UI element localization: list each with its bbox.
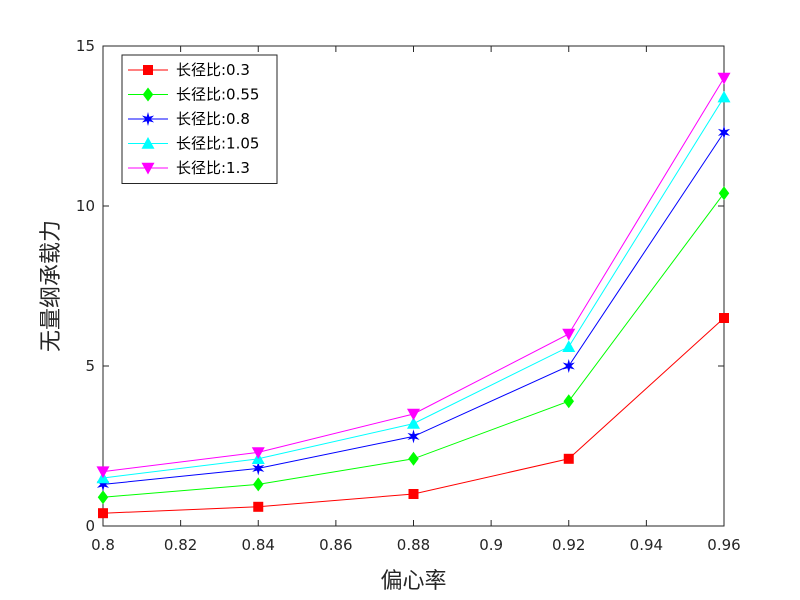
x-axis-title: 偏心率 [380,569,446,594]
legend-label: 长径比:0.3 [176,61,250,79]
x-tick-label: 0.96 [707,536,740,554]
data-point [408,451,419,466]
legend-marker [141,112,155,126]
legend-label: 长径比:0.8 [176,110,250,128]
legend-entry: 长径比:1.3 [128,159,250,177]
series-3 [96,125,731,492]
legend-label: 长径比:0.55 [176,86,259,104]
axes: 0.8 0.82 0.84 0.86 0.88 0.9 0.92 0.94 0.96 0 5 10 15… [39,37,741,594]
y-tick-label: 0 [85,517,95,535]
data-point [96,477,110,492]
data-point [96,466,110,479]
data-point [251,447,265,459]
data-point [717,72,731,85]
series-1 [98,313,729,519]
data-point [718,186,730,201]
x-tick-label: 0.86 [319,536,352,554]
legend-label: 长径比:1.3 [176,159,250,177]
legend: 长径比:0.3 长径比:0.55 长径比:0.8 长径比:1.05 长径比:1.3 [121,54,278,184]
y-tick-label: 15 [76,37,95,55]
data-point [253,501,264,512]
y-axis-title: 无量纲承载力 [39,220,64,352]
legend-entry: 长径比:0.55 [128,86,259,104]
y-tick-label: 5 [85,357,95,375]
data-point [562,328,576,341]
legend-marker [142,87,154,102]
x-tick-label: 0.82 [164,536,197,554]
series-line [102,192,725,498]
data-point [407,429,420,444]
x-tick-label: 0.84 [242,536,275,554]
data-point [98,508,108,519]
x-tick-label: 0.92 [552,536,585,554]
data-point [717,90,731,103]
data-point [407,408,420,421]
data-point [252,461,265,476]
legend-entry: 长径比:0.3 [128,61,250,79]
legend-marker [141,137,155,149]
plot-series [96,72,731,519]
series-5 [96,72,731,479]
series-2 [97,186,730,505]
data-point [563,394,574,409]
legend-entry: 长径比:1.05 [128,135,259,153]
x-tick-label: 0.94 [630,536,663,554]
legend-label: 长径比:1.05 [176,135,259,153]
data-point [562,359,575,373]
x-tick-label: 0.88 [397,536,430,554]
data-point [717,125,731,140]
data-point [408,489,419,499]
x-tick-label: 0.9 [479,536,503,554]
data-point [563,453,574,464]
data-point [253,477,264,492]
x-tick-label: 0.8 [91,536,115,554]
data-point [407,417,420,429]
legend-entry: 长径比:0.8 [128,110,250,128]
legend-marker [143,65,153,75]
y-tick-label: 10 [76,197,95,215]
legend-marker [141,162,155,175]
data-point [562,340,576,352]
data-point [719,313,729,323]
data-point [97,490,109,505]
